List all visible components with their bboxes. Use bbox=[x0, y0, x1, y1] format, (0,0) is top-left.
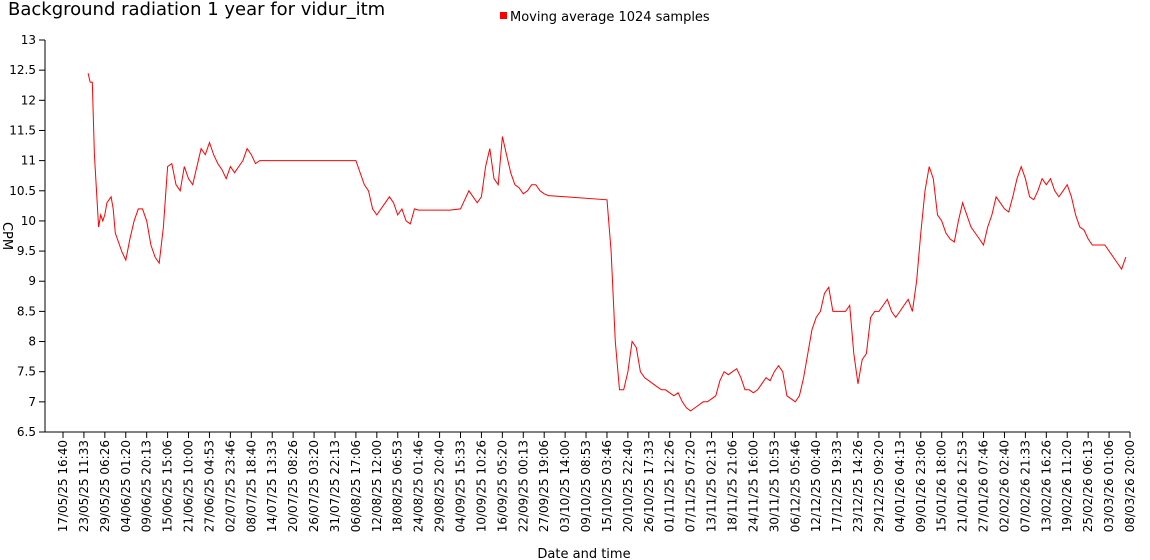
x-axis-ticks: 17/05/25 16:40 23/05/25 11:33 29/05/25 06:… bbox=[56, 432, 1137, 532]
x-tick-label: 09/06/25 20:13 bbox=[140, 440, 154, 532]
x-tick-label: 09/01/26 23:06 bbox=[914, 440, 928, 532]
series-line-moving-average bbox=[87, 73, 1127, 412]
y-tick-label: 11 bbox=[21, 154, 36, 168]
x-tick-label: 25/02/26 06:13 bbox=[1081, 440, 1095, 532]
x-tick-label: 18/08/25 06:53 bbox=[391, 440, 405, 532]
x-tick-label: 12/12/25 00:40 bbox=[809, 440, 823, 532]
x-tick-label: 19/02/26 11:20 bbox=[1060, 440, 1074, 532]
x-tick-label: 04/01/26 04:13 bbox=[893, 440, 907, 532]
plot-area: 6.5 7 7.5 8 8.5 9 9.5 10 10.5 11 11.5 12 12.5 13 17/0… bbox=[9, 33, 1137, 532]
x-tick-label: 27/06/25 04:53 bbox=[202, 440, 216, 532]
y-tick-label: 8 bbox=[28, 335, 36, 349]
x-tick-label: 20/07/25 08:26 bbox=[286, 440, 300, 532]
y-axis-title: CPM bbox=[0, 222, 14, 250]
legend-swatch bbox=[500, 12, 507, 19]
x-tick-label: 10/09/25 10:26 bbox=[474, 440, 488, 532]
x-tick-label: 30/11/25 10:53 bbox=[767, 440, 781, 532]
x-tick-label: 29/08/25 20:40 bbox=[433, 440, 447, 532]
x-tick-label: 27/01/26 07:46 bbox=[977, 440, 991, 532]
y-tick-label: 13 bbox=[21, 33, 36, 47]
y-tick-label: 8.5 bbox=[17, 304, 36, 318]
x-tick-label: 29/12/25 09:20 bbox=[872, 440, 886, 532]
x-tick-label: 29/05/25 06:26 bbox=[98, 440, 112, 532]
x-tick-label: 17/12/25 19:33 bbox=[830, 440, 844, 532]
y-tick-label: 6.5 bbox=[17, 425, 36, 439]
y-tick-label: 7.5 bbox=[17, 365, 36, 379]
x-tick-label: 31/07/25 22:13 bbox=[328, 440, 342, 532]
x-tick-label: 03/10/25 14:00 bbox=[558, 440, 572, 532]
x-tick-label: 23/12/25 14:26 bbox=[851, 440, 865, 532]
x-tick-label: 06/08/25 17:06 bbox=[349, 440, 363, 532]
x-tick-label: 15/10/25 03:46 bbox=[600, 440, 614, 532]
y-tick-label: 12.5 bbox=[9, 63, 36, 77]
x-tick-label: 27/09/25 19:06 bbox=[537, 440, 551, 532]
x-tick-label: 03/03/26 01:06 bbox=[1102, 440, 1116, 532]
x-tick-label: 22/09/25 00:13 bbox=[516, 440, 530, 532]
x-tick-label: 21/01/26 12:53 bbox=[956, 440, 970, 532]
x-tick-label: 15/01/26 18:00 bbox=[935, 440, 949, 532]
y-tick-label: 12 bbox=[21, 93, 36, 107]
x-tick-label: 02/07/25 23:46 bbox=[223, 440, 237, 532]
x-tick-label: 18/11/25 21:06 bbox=[725, 440, 739, 532]
chart-title: Background radiation 1 year for vidur_it… bbox=[8, 0, 385, 20]
x-tick-label: 01/11/25 12:26 bbox=[663, 440, 677, 532]
x-tick-label: 13/11/25 02:13 bbox=[705, 440, 719, 532]
y-tick-label: 9.5 bbox=[17, 244, 36, 258]
x-tick-label: 21/06/25 10:00 bbox=[182, 440, 196, 532]
x-tick-label: 08/07/25 18:40 bbox=[244, 440, 258, 532]
x-tick-label: 20/10/25 22:40 bbox=[621, 440, 635, 532]
x-tick-label: 23/05/25 11:33 bbox=[77, 440, 91, 532]
x-tick-label: 24/08/25 01:46 bbox=[412, 440, 426, 532]
x-tick-label: 09/10/25 08:53 bbox=[579, 440, 593, 532]
x-tick-label: 24/11/25 16:00 bbox=[746, 440, 760, 532]
legend: Moving average 1024 samples bbox=[500, 10, 710, 25]
x-tick-label: 06/12/25 05:46 bbox=[788, 440, 802, 532]
x-tick-label: 13/02/26 16:26 bbox=[1039, 440, 1053, 532]
y-tick-label: 10 bbox=[21, 214, 36, 228]
x-tick-label: 26/07/25 03:20 bbox=[307, 440, 321, 532]
x-tick-label: 07/02/26 21:33 bbox=[1018, 440, 1032, 532]
legend-label: Moving average 1024 samples bbox=[510, 10, 710, 25]
y-tick-label: 9 bbox=[28, 274, 36, 288]
x-tick-label: 14/07/25 13:33 bbox=[265, 440, 279, 532]
x-tick-label: 15/06/25 15:06 bbox=[161, 440, 175, 532]
x-tick-label: 08/03/26 20:00 bbox=[1123, 440, 1137, 532]
x-tick-label: 04/06/25 01:20 bbox=[119, 440, 133, 532]
y-tick-label: 7 bbox=[28, 395, 36, 409]
y-tick-label: 10.5 bbox=[9, 184, 36, 198]
x-axis-title: Date and time bbox=[537, 547, 630, 560]
x-tick-label: 07/11/25 07:20 bbox=[684, 440, 698, 532]
y-axis-ticks: 6.5 7 7.5 8 8.5 9 9.5 10 10.5 11 11.5 12 12.5 13 bbox=[9, 33, 45, 439]
x-tick-label: 12/08/25 12:00 bbox=[370, 440, 384, 532]
x-tick-label: 26/10/25 17:33 bbox=[642, 440, 656, 532]
x-tick-label: 17/05/25 16:40 bbox=[56, 440, 70, 532]
y-tick-label: 11.5 bbox=[9, 123, 36, 137]
x-tick-label: 02/02/26 02:40 bbox=[997, 440, 1011, 532]
x-tick-label: 16/09/25 05:20 bbox=[495, 440, 509, 532]
x-tick-label: 04/09/25 15:33 bbox=[454, 440, 468, 532]
